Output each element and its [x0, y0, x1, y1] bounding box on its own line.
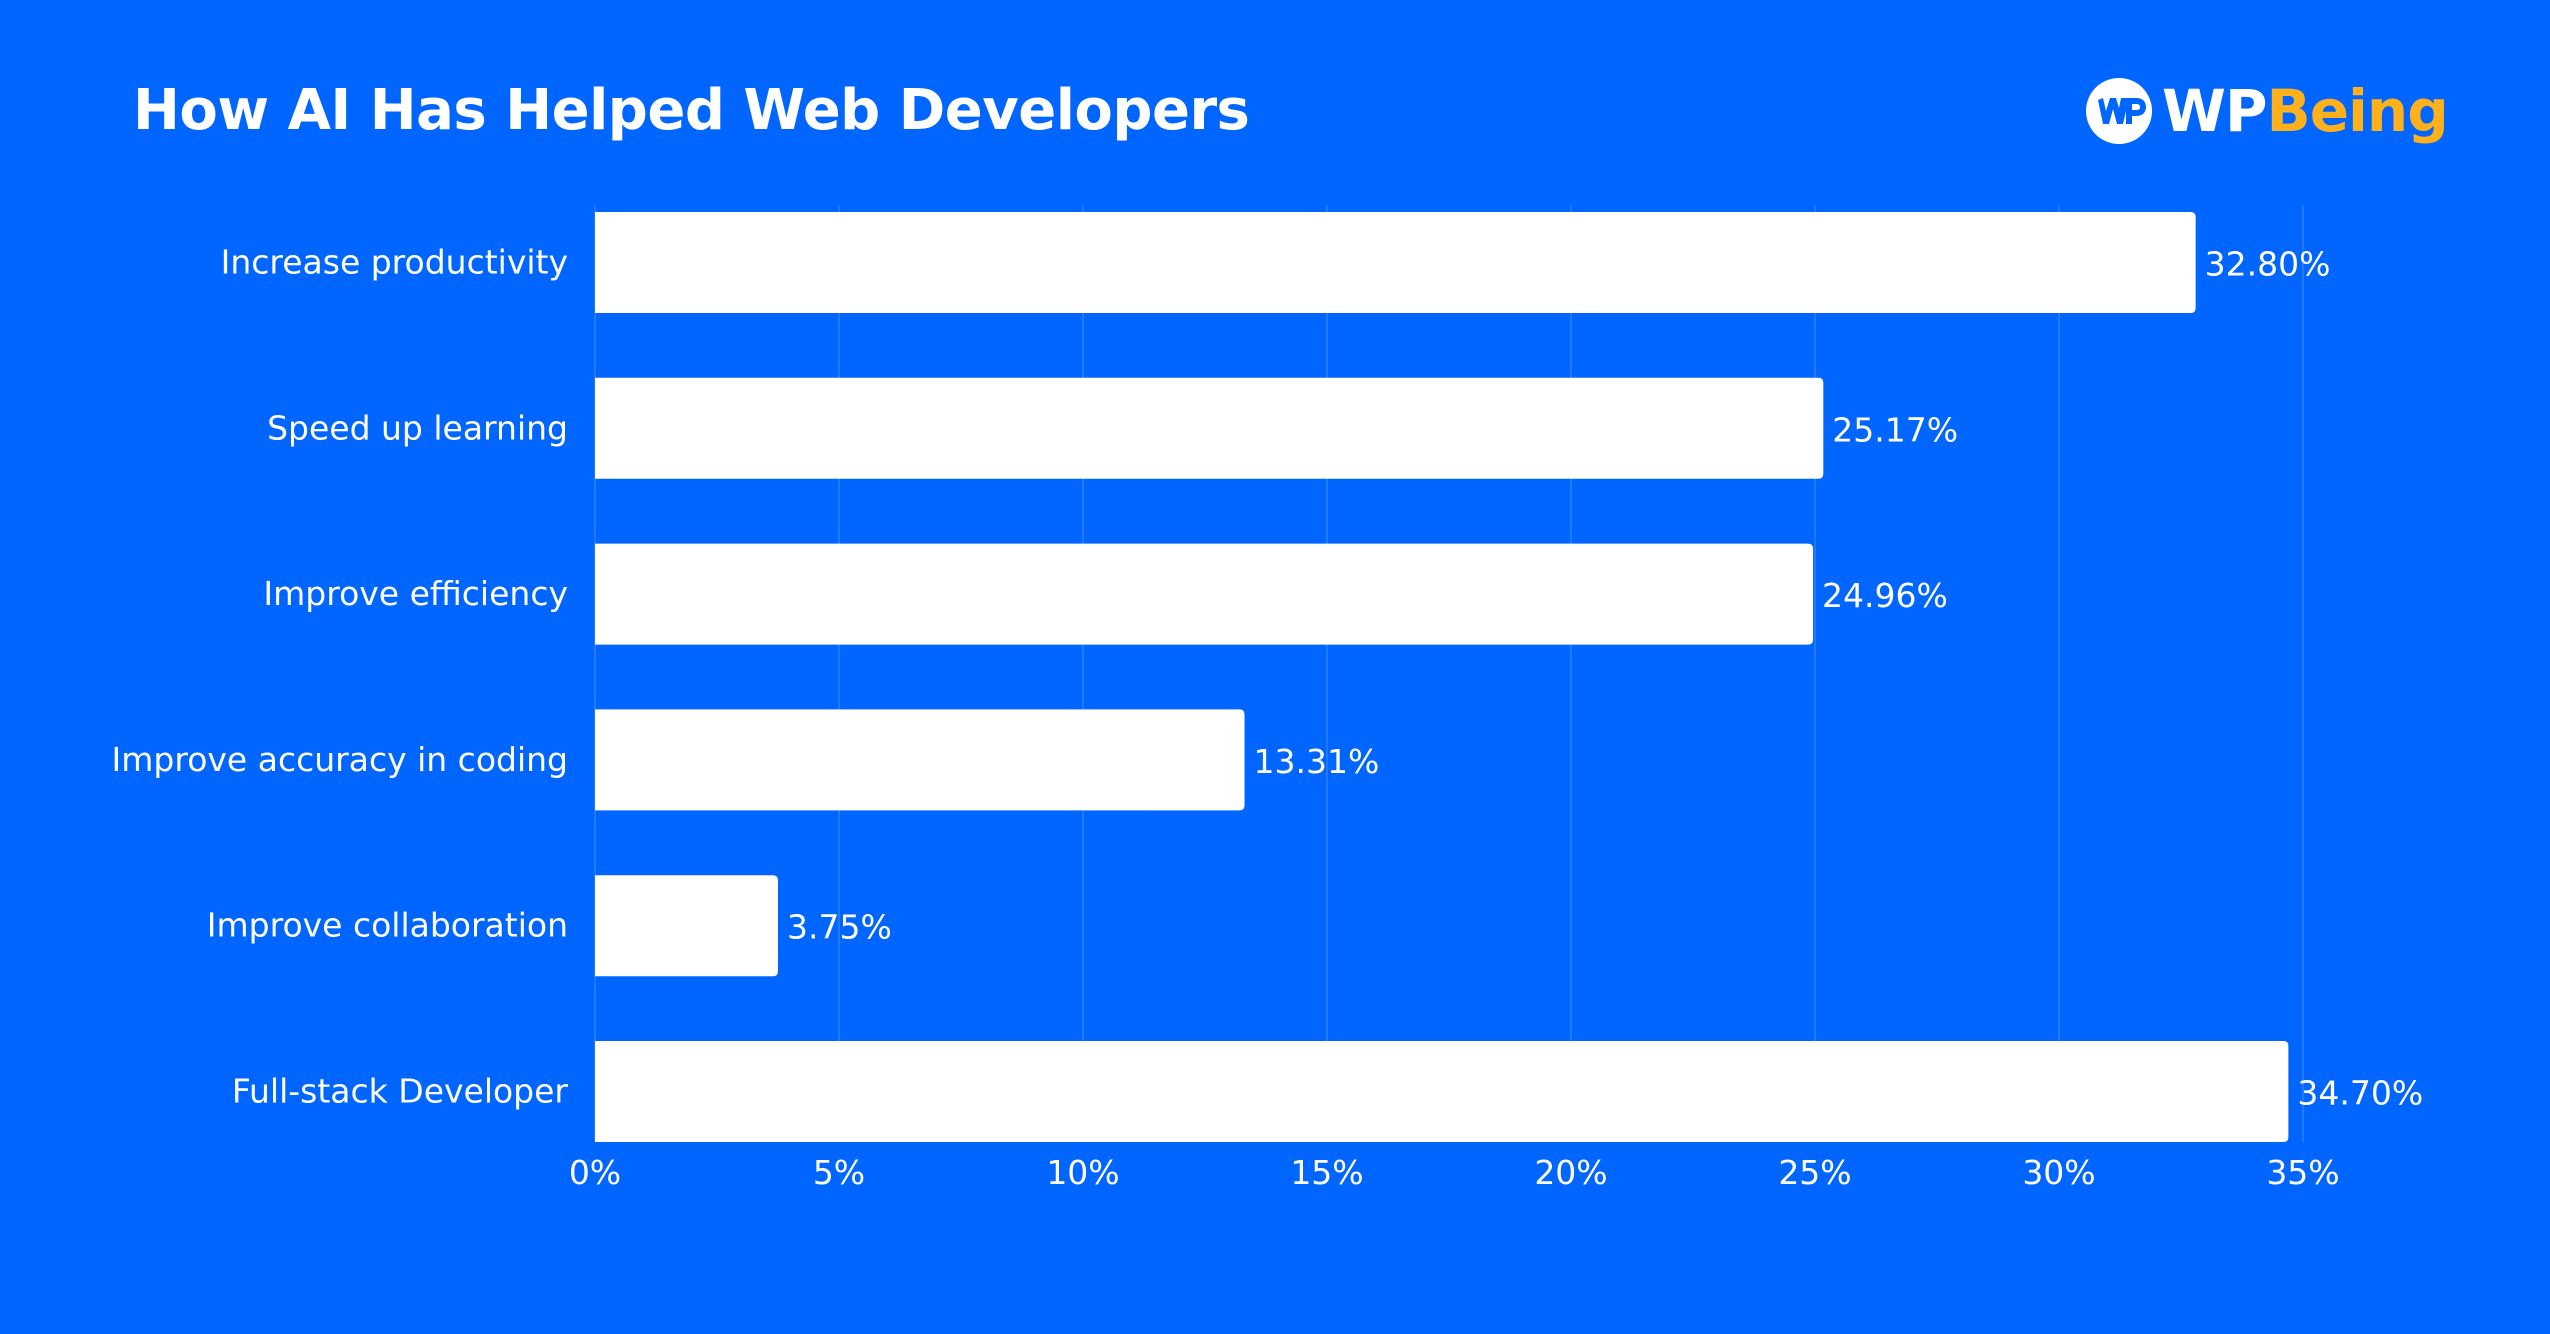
- x-tick-label: 30%: [2022, 1153, 2095, 1192]
- labels: 0% 5% 10% 15% 20% 25% 30% 35% Increase productiv…: [112, 243, 2424, 1193]
- value-label: 24.96%: [1822, 576, 1948, 615]
- category-label: Improve collaboration: [207, 906, 568, 945]
- value-label: 3.75%: [787, 908, 892, 947]
- x-tick-label: 5%: [813, 1153, 865, 1192]
- x-tick-label: 20%: [1534, 1153, 1607, 1192]
- category-label: Speed up learning: [267, 408, 568, 447]
- value-label: 34.70%: [2297, 1074, 2423, 1113]
- x-tick-label: 25%: [1778, 1153, 1851, 1192]
- value-label: 32.80%: [2205, 245, 2331, 284]
- bar: [595, 1041, 2289, 1142]
- value-label: 13.31%: [1254, 742, 1380, 781]
- bar: [595, 543, 1814, 645]
- gridlines: [594, 205, 2304, 1142]
- chart-title: How AI Has Helped Web Developers: [133, 78, 1250, 143]
- bar: [595, 875, 778, 977]
- category-label: Full-stack Developer: [232, 1072, 569, 1111]
- x-tick-label: 35%: [2266, 1153, 2339, 1192]
- brand-name-wp: WP: [2162, 77, 2267, 145]
- x-tick-label: 0%: [569, 1153, 621, 1192]
- wpbeing-logo-icon: [2086, 78, 2152, 144]
- bar: [595, 212, 2196, 313]
- x-tick-label: 10%: [1046, 1153, 1119, 1192]
- category-label: Improve efficiency: [263, 574, 568, 613]
- value-label: 25.17%: [1832, 410, 1958, 449]
- bars: [595, 212, 2289, 1142]
- brand-wordmark: WPBeing: [2162, 74, 2449, 148]
- category-label: Increase productivity: [221, 243, 568, 282]
- x-tick-label: 15%: [1290, 1153, 1363, 1192]
- category-label: Improve accuracy in coding: [112, 740, 568, 779]
- brand-name-being: Being: [2266, 77, 2448, 145]
- bar: [595, 709, 1245, 811]
- bar: [595, 377, 1824, 479]
- brand-logo: WPBeing: [2086, 74, 2449, 148]
